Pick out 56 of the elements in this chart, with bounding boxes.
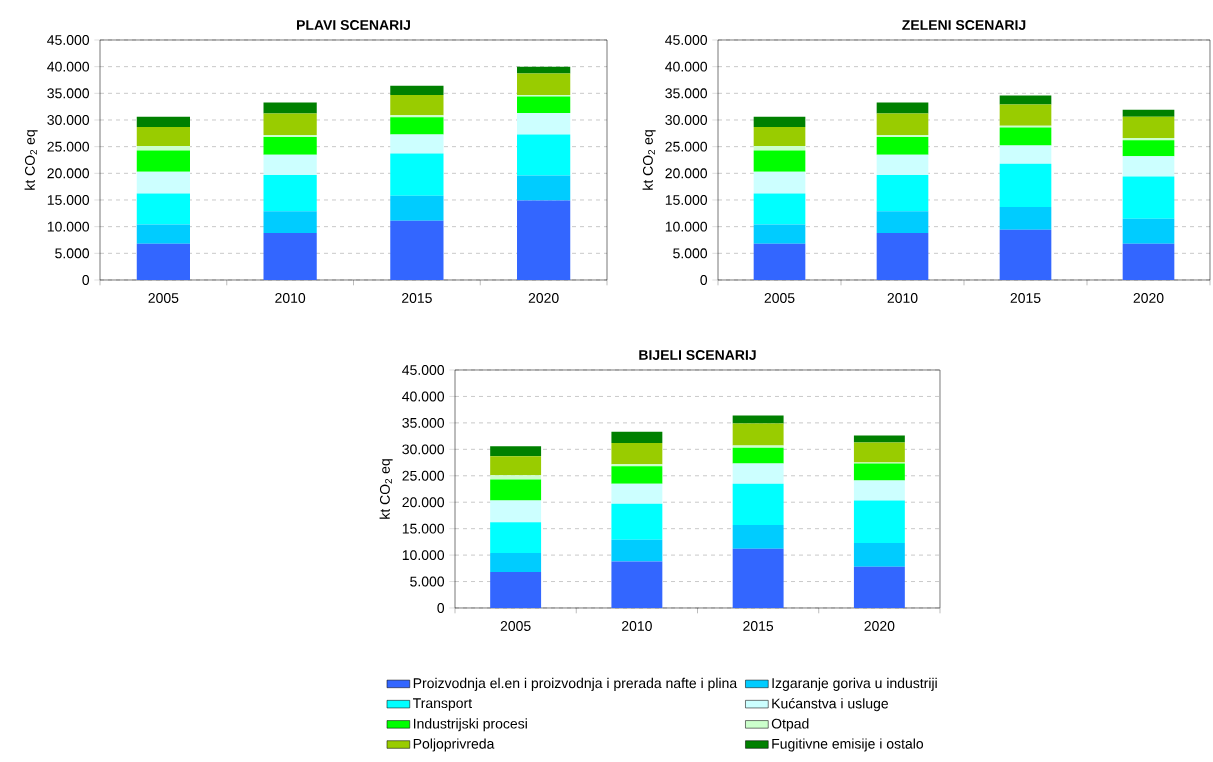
legend-label: Industrijski procesi — [413, 718, 527, 732]
y-tick-label: 30.000 — [47, 115, 90, 125]
y-tick-label: 20.000 — [47, 168, 90, 179]
y-tick-label: 45.000 — [47, 35, 90, 45]
y-tick-label: 10.000 — [402, 550, 445, 561]
chart-title: ZELENI SCENARIJ — [902, 20, 1026, 30]
y-tick-label: 35.000 — [665, 88, 708, 99]
y-axis-title: kt CO$_{2}$ eq — [24, 130, 38, 190]
x-tick-label: 2020 — [864, 621, 895, 631]
chart-title: PLAVI SCENARIJ — [297, 20, 410, 30]
legend-label: Proizvodnja el.en i proizvodnja i prerada nafte i plina — [413, 677, 738, 691]
y-tick-label: 5.000 — [55, 248, 90, 259]
x-tick-label: 2015 — [402, 293, 432, 303]
y-tick-label: 45.000 — [402, 365, 445, 375]
y-tick-label: 45.000 — [665, 35, 708, 45]
y-tick-label: 0 — [700, 275, 708, 285]
legend-label: Kućanstva i usluge — [772, 697, 889, 712]
y-tick-label: 20.000 — [665, 168, 708, 179]
y-axis-title: kt CO$_{2}$ eq — [379, 459, 393, 519]
x-tick-label: 2020 — [528, 293, 559, 303]
y-tick-label: 40.000 — [665, 61, 708, 72]
x-tick-label: 2010 — [622, 621, 652, 631]
y-tick-label: 35.000 — [47, 88, 90, 99]
y-tick-label: 20.000 — [402, 497, 445, 508]
x-tick-label: 2005 — [148, 293, 179, 303]
y-tick-label: 40.000 — [402, 391, 445, 402]
y-tick-label: 15.000 — [402, 523, 445, 534]
y-tick-label: 30.000 — [402, 444, 445, 455]
x-tick-label: 2010 — [275, 293, 306, 303]
x-tick-label: 2005 — [500, 621, 531, 631]
x-tick-label: 2020 — [1133, 293, 1164, 303]
y-tick-label: 25.000 — [402, 470, 445, 481]
y-tick-label: 0 — [437, 603, 445, 613]
legend-label: Fugitivne emisije i ostalo — [772, 738, 924, 752]
y-tick-label: 40.000 — [47, 61, 90, 72]
x-tick-label: 2015 — [1010, 293, 1041, 303]
y-tick-label: 15.000 — [47, 195, 90, 205]
legend-label: Poljoprivreda — [413, 738, 495, 752]
y-tick-label: 5.000 — [410, 576, 445, 587]
x-tick-label: 2015 — [743, 621, 774, 631]
y-tick-label: 5.000 — [673, 248, 708, 259]
y-tick-label: 25.000 — [665, 141, 708, 152]
y-tick-label: 0 — [82, 275, 90, 285]
chart-title: BIJELI SCENARIJ — [639, 350, 756, 360]
y-tick-label: 10.000 — [665, 221, 708, 232]
y-axis-title: kt CO$_{2}$ eq — [642, 130, 656, 190]
y-tick-label: 10.000 — [47, 221, 90, 232]
y-tick-label: 25.000 — [47, 141, 90, 152]
y-tick-label: 30.000 — [665, 115, 708, 125]
legend-label: Transport — [413, 698, 472, 711]
y-tick-label: 15.000 — [665, 195, 708, 205]
x-tick-label: 2005 — [764, 293, 795, 303]
x-tick-label: 2010 — [887, 293, 918, 303]
y-tick-label: 35.000 — [402, 417, 445, 428]
legend-label: Izgaranje goriva u industriji — [772, 677, 937, 691]
legend-label: Otpad — [771, 718, 809, 732]
